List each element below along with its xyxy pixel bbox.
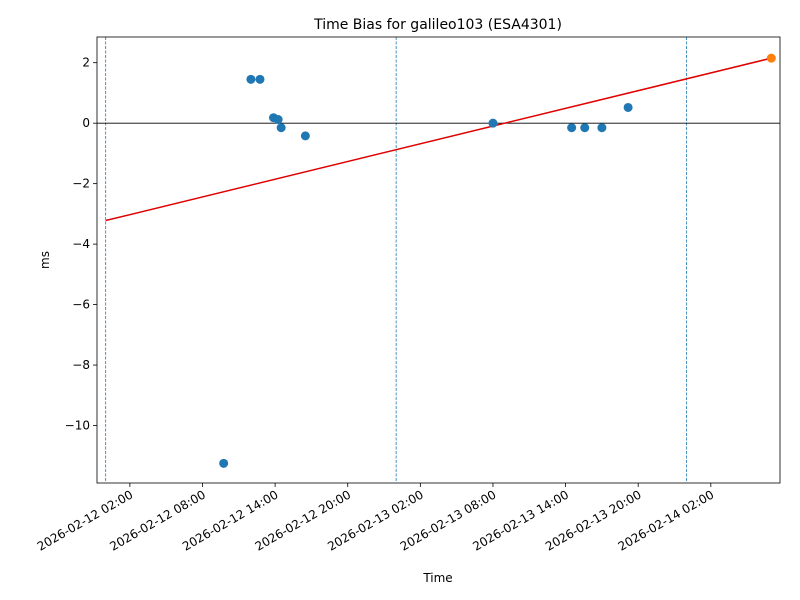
vertical-lines xyxy=(105,37,688,483)
data-point xyxy=(597,123,607,133)
data-point xyxy=(300,131,310,141)
y-axis: 2 0 −2 −4 −6 −8 −10 xyxy=(65,56,97,433)
fit-line xyxy=(105,57,772,222)
highlight-point xyxy=(766,53,776,63)
data-point xyxy=(567,123,577,133)
data-points xyxy=(219,53,776,468)
data-point xyxy=(276,123,286,133)
plot-border xyxy=(96,36,781,484)
y-tick-label: −8 xyxy=(72,358,90,372)
y-tick-label: −6 xyxy=(72,298,90,312)
data-point xyxy=(219,458,229,468)
plot-background xyxy=(97,37,780,483)
chart-title: Time Bias for galileo103 (ESA4301) xyxy=(313,17,562,33)
x-axis-label: Time xyxy=(422,571,452,585)
plot-area xyxy=(97,37,780,483)
y-tick-label: −2 xyxy=(72,177,90,191)
data-point xyxy=(623,102,633,112)
fit-line-group xyxy=(105,57,772,222)
plot-frame xyxy=(96,36,781,484)
data-point xyxy=(246,74,256,84)
data-point xyxy=(488,118,498,128)
y-tick-label: −10 xyxy=(65,419,90,433)
data-point xyxy=(273,115,283,125)
y-tick-label: 2 xyxy=(82,56,90,70)
data-point xyxy=(580,123,590,133)
y-tick-label: 0 xyxy=(82,116,90,130)
y-tick-label: −4 xyxy=(72,237,90,251)
data-point xyxy=(255,74,265,84)
y-axis-label: ms xyxy=(38,251,52,269)
